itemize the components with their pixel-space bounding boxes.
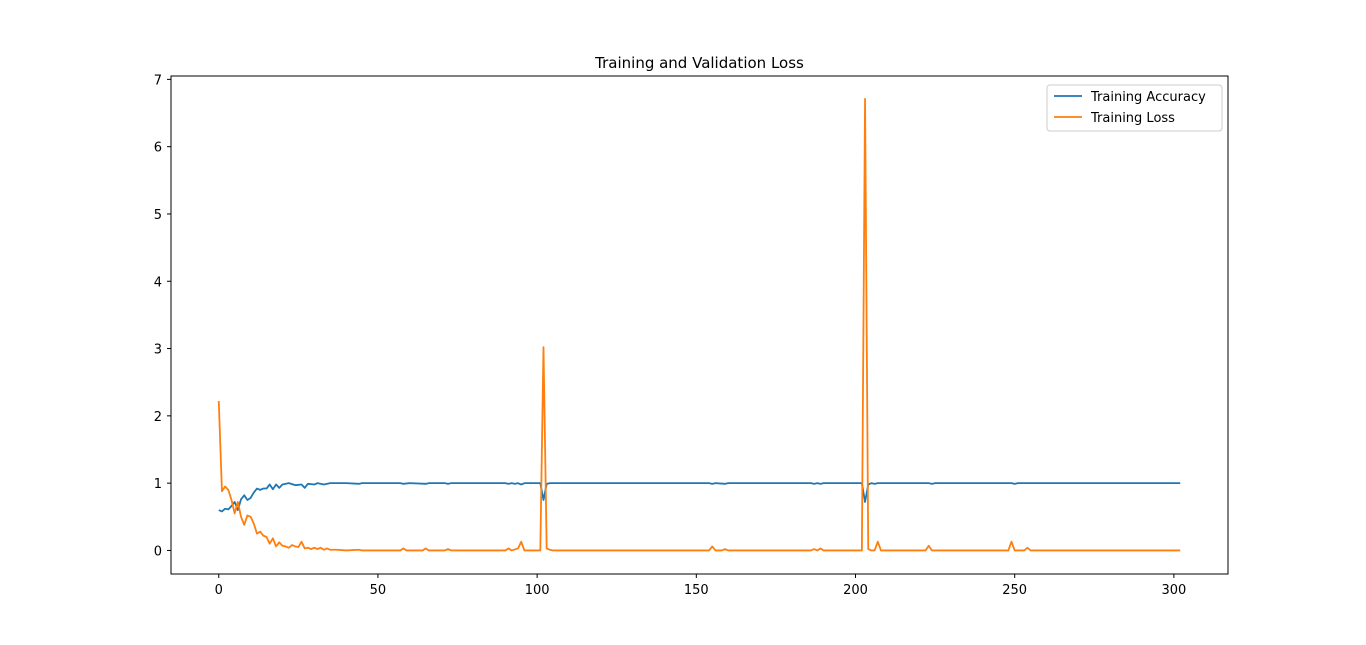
y-tick-label: 6 [154,141,162,156]
series-line-training-accuracy [218,482,1181,513]
y-axis: 0 1 2 3 4 5 6 7 [154,73,171,559]
plot-frame [170,75,1229,575]
series-line-training-loss [217,97,1181,552]
x-tick-label: 250 [1002,583,1027,598]
x-axis: 0 50 100 150 200 250 300 [215,574,1186,598]
y-tick-label: 1 [154,477,162,492]
y-tick-label: 3 [154,343,162,358]
x-tick-label: 50 [370,583,387,598]
y-tick-label: 5 [154,208,162,223]
legend-label-training-accuracy: Training Accuracy [1090,90,1206,105]
y-tick-label: 2 [154,410,162,425]
x-tick-label: 0 [215,583,223,598]
y-tick-label: 7 [154,73,162,88]
x-tick-label: 100 [525,583,550,598]
y-tick-label: 0 [154,544,162,559]
chart-title: Training and Validation Loss [594,54,804,72]
legend-label-training-loss: Training Loss [1090,111,1175,126]
legend: Training Accuracy Training Loss [1046,84,1223,132]
x-tick-label: 300 [1161,583,1186,598]
x-tick-label: 150 [684,583,709,598]
series-layer [217,97,1181,552]
legend-box [1046,84,1223,132]
y-tick-label: 4 [154,275,162,290]
x-tick-label: 200 [843,583,868,598]
